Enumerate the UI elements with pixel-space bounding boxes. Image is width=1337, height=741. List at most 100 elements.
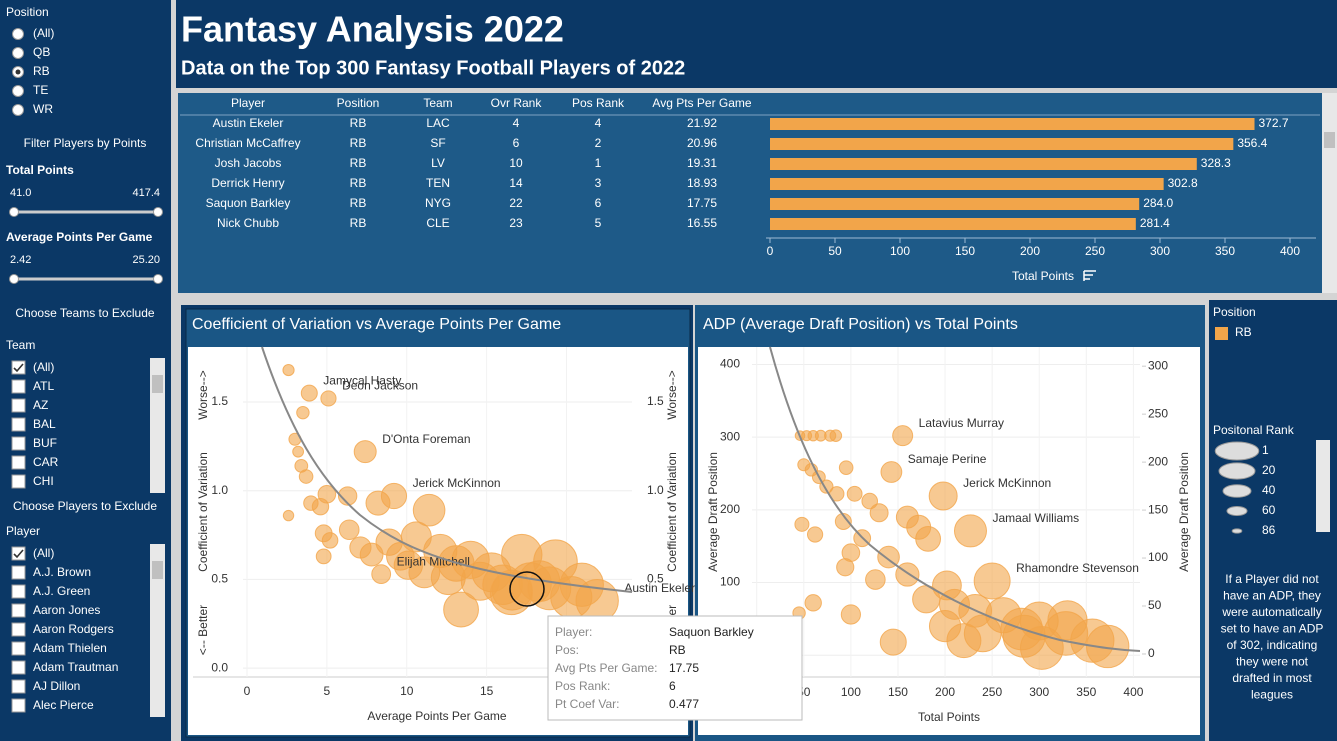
legend-scrollbar [1316, 440, 1330, 532]
slider-title: Average Points Per Game [6, 230, 153, 244]
bubble[interactable] [292, 445, 305, 458]
checkbox[interactable] [11, 565, 26, 580]
checkbox[interactable] [11, 641, 26, 656]
table-cell: 21.92 [687, 116, 717, 130]
radio[interactable] [12, 104, 24, 116]
bubble[interactable] [282, 363, 295, 377]
checkbox[interactable] [11, 698, 26, 713]
y-tick-label: 1.5 [211, 394, 228, 408]
checkbox-label[interactable]: A.J. Green [33, 584, 90, 598]
bubble[interactable] [953, 514, 987, 548]
bubble[interactable] [846, 485, 863, 502]
bubble[interactable] [829, 429, 843, 442]
radio-label[interactable]: RB [33, 64, 50, 78]
bubble[interactable] [282, 509, 295, 522]
bubble[interactable] [928, 610, 962, 643]
y-tick-label: 300 [720, 429, 740, 443]
slider-handle[interactable] [153, 274, 163, 284]
checkbox-label[interactable]: Adam Trautman [33, 660, 118, 674]
bubble[interactable] [804, 594, 822, 612]
checkbox[interactable] [11, 546, 26, 561]
slider-handle[interactable] [9, 274, 19, 284]
checkbox[interactable] [11, 603, 26, 618]
bubble[interactable] [380, 482, 408, 510]
checkbox-label[interactable]: A.J. Brown [33, 565, 91, 579]
checkbox-label[interactable]: (All) [33, 360, 54, 374]
checkbox-label[interactable]: AJ Dillon [33, 679, 80, 693]
bubble[interactable] [320, 390, 337, 407]
radio-label[interactable]: QB [33, 45, 50, 59]
bubble[interactable] [880, 461, 903, 483]
bubble[interactable] [317, 484, 337, 504]
slider-handle[interactable] [153, 207, 163, 217]
checkbox-label[interactable]: Alec Pierce [33, 698, 94, 712]
bubble[interactable] [892, 425, 914, 447]
bubble[interactable] [353, 440, 377, 464]
radio[interactable] [12, 28, 24, 40]
checkbox[interactable] [11, 584, 26, 599]
bubble[interactable] [371, 564, 392, 584]
bubble[interactable] [298, 469, 314, 484]
table-cell: Christian McCaffrey [195, 136, 300, 150]
bubble[interactable] [1085, 624, 1130, 669]
checkbox-label[interactable]: AZ [33, 398, 48, 412]
checkbox[interactable] [11, 455, 26, 470]
bubble[interactable] [412, 493, 446, 527]
bubble[interactable] [489, 572, 533, 616]
radio-label[interactable]: TE [33, 83, 48, 97]
slider-handle[interactable] [9, 207, 19, 217]
checkbox-label[interactable]: BUF [33, 436, 57, 450]
checkbox[interactable] [11, 379, 26, 394]
sort-icon[interactable] [1083, 270, 1096, 281]
checkbox-label[interactable]: Adam Thielen [33, 641, 107, 655]
checkbox-label[interactable]: Aaron Jones [33, 603, 100, 617]
checkbox[interactable] [11, 436, 26, 451]
tooltip-value: Saquon Barkley [669, 625, 754, 639]
bubble[interactable] [869, 503, 889, 523]
checkbox[interactable] [11, 360, 26, 375]
checkbox[interactable] [11, 398, 26, 413]
tooltip-value: RB [669, 643, 686, 657]
bubble[interactable] [865, 569, 886, 590]
bubble[interactable] [879, 628, 907, 656]
bubble[interactable] [834, 512, 852, 530]
checkbox[interactable] [11, 474, 26, 489]
bubble[interactable] [794, 516, 810, 532]
checkbox[interactable] [11, 679, 26, 694]
bubble[interactable] [443, 591, 479, 628]
bubble[interactable] [315, 548, 332, 565]
y2-tick-label: 0 [1148, 646, 1155, 660]
bar-value-label: 356.4 [1237, 136, 1267, 150]
bubble[interactable] [915, 525, 942, 552]
checkbox-label[interactable]: CAR [33, 455, 59, 469]
size-legend-label: 86 [1262, 523, 1276, 537]
radio-label[interactable]: WR [33, 102, 53, 116]
bubble[interactable] [337, 486, 358, 506]
bubble[interactable] [928, 481, 958, 511]
bubble[interactable] [300, 384, 318, 402]
bubble[interactable] [838, 460, 854, 475]
bubble[interactable] [973, 562, 1011, 600]
checkbox-label[interactable]: CHI [33, 474, 54, 488]
checkbox[interactable] [11, 417, 26, 432]
y2-tick-label: 300 [1148, 358, 1168, 372]
chart-title: ADP (Average Draft Position) vs Total Po… [703, 316, 1018, 333]
bubble[interactable] [836, 558, 855, 577]
bubble[interactable] [806, 526, 824, 543]
radio-label[interactable]: (All) [33, 26, 54, 40]
checkbox-label[interactable]: Aaron Rodgers [33, 622, 114, 636]
table-scroll-thumb [1324, 132, 1335, 148]
radio[interactable] [12, 85, 24, 97]
radio[interactable] [12, 47, 24, 59]
checkbox-label[interactable]: ATL [33, 379, 54, 393]
checkbox-label[interactable]: BAL [33, 417, 56, 431]
bubble[interactable] [338, 519, 360, 541]
bubble[interactable] [321, 532, 339, 549]
checkbox[interactable] [11, 660, 26, 675]
section-title: Choose Players to Exclude [13, 499, 157, 513]
checkbox[interactable] [11, 622, 26, 637]
y2-tick-label: 1.0 [647, 483, 664, 497]
checkbox-label[interactable]: (All) [33, 546, 54, 560]
bubble[interactable] [296, 405, 310, 420]
bubble[interactable] [840, 604, 861, 625]
